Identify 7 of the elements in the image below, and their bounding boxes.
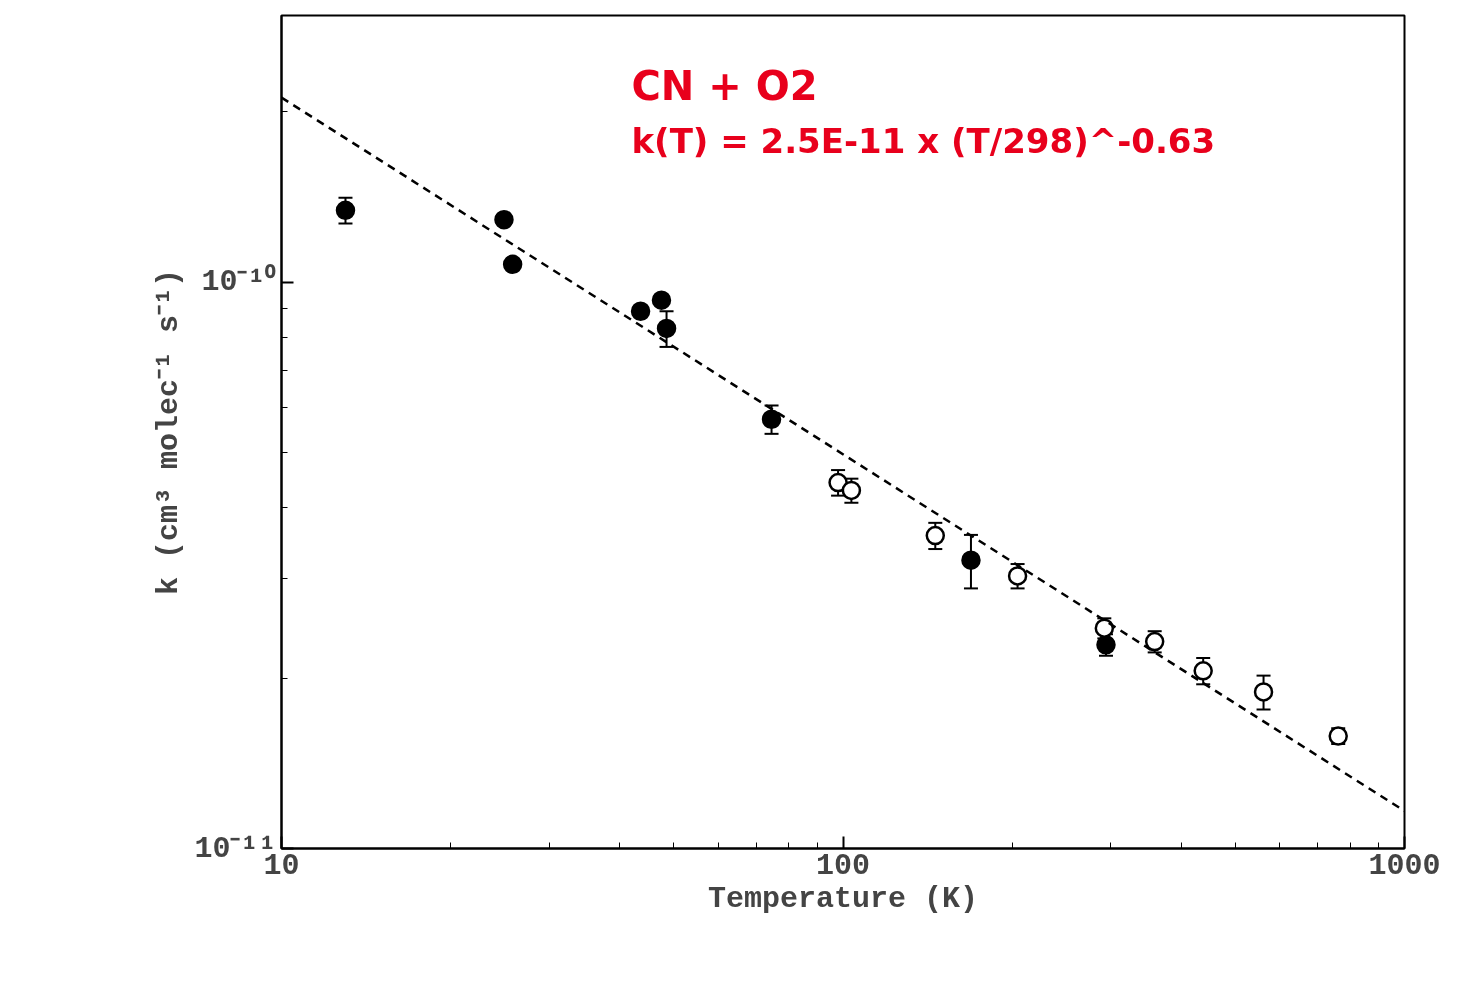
- x-tick-label: 1000: [1368, 848, 1441, 883]
- x-tick-label: 100: [816, 848, 871, 883]
- y-axis-title: k (cm³ molec⁻¹ s⁻¹): [152, 268, 187, 596]
- annotation: CN + O2: [631, 62, 818, 109]
- y-tick-label: 10⁻¹⁰: [201, 263, 277, 300]
- x-axis-title: Temperature (K): [707, 881, 979, 916]
- annotation: k(T) = 2.5E-11 x (T/298)^-0.63: [631, 120, 1216, 161]
